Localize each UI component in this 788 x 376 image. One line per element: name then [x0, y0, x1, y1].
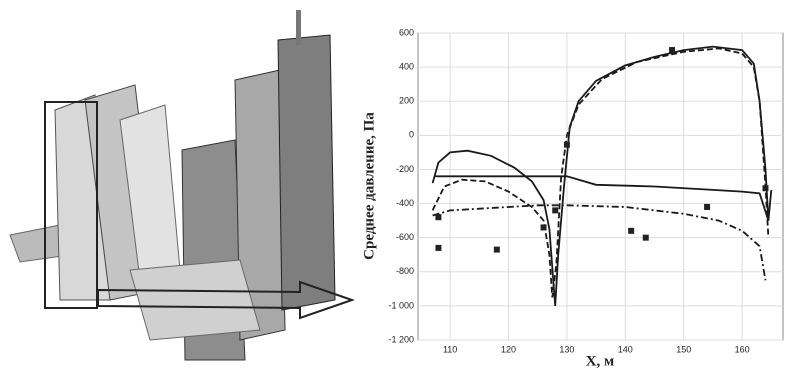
y-axis-label: Среднее давление, Па [361, 112, 377, 260]
x-tick-label: 140 [618, 344, 633, 354]
y-tick-label: 600 [399, 27, 414, 37]
x-tick-label: 130 [559, 344, 574, 354]
chart: Среднее давление, Па X, м 600 400 200 0 -200… [361, 27, 783, 369]
data-point [552, 207, 558, 213]
data-point [628, 228, 634, 234]
data-point [762, 185, 768, 191]
x-axis-label: X, м [586, 353, 615, 369]
building-illustration [10, 10, 352, 360]
x-tick-label: 120 [501, 344, 516, 354]
y-tick-label: -200 [396, 164, 414, 174]
data-point [564, 142, 570, 148]
y-tick-label: 200 [399, 96, 414, 106]
data-point [494, 247, 500, 253]
data-point [704, 204, 710, 210]
data-point [669, 47, 675, 53]
line-series [433, 48, 769, 297]
x-tick-label: 110 [443, 344, 457, 354]
y-tick-label: -1 200 [388, 334, 414, 344]
x-tick-label: 150 [676, 344, 691, 354]
y-tick-label: 0 [409, 130, 414, 140]
y-tick-label: -1 000 [388, 300, 414, 310]
data-point [435, 245, 441, 251]
x-tick-label: 160 [735, 344, 750, 354]
y-tick-label: 400 [399, 61, 414, 71]
y-tick-label: -800 [396, 266, 414, 276]
y-tick-label: -400 [396, 198, 414, 208]
data-point [541, 224, 547, 230]
page: Среднее давление, Па X, м 600 400 200 0 -200… [0, 0, 788, 371]
line-series [433, 205, 766, 280]
data-point [643, 235, 649, 241]
data-point [435, 214, 441, 220]
y-tick-label: -600 [396, 232, 414, 242]
line-series [436, 176, 772, 220]
